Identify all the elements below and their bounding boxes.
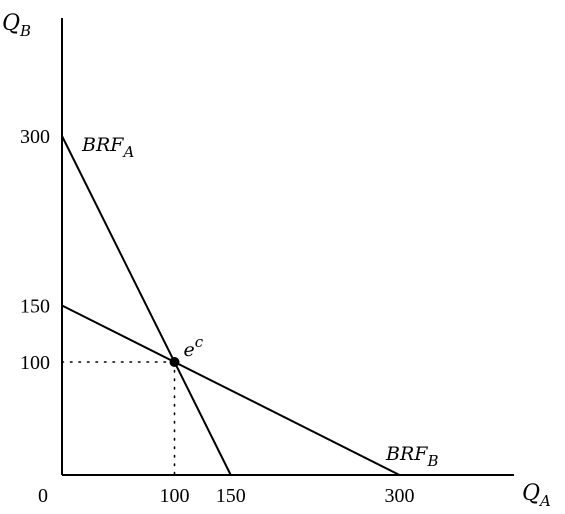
x-axis-label: QA xyxy=(522,481,551,510)
equilibrium-label: ec xyxy=(184,333,204,361)
y-tick-label: 150 xyxy=(20,296,50,318)
tick-labels: 100 150 300 300 150 100 xyxy=(20,126,415,507)
guide-lines xyxy=(61,361,176,476)
x-tick-label: 150 xyxy=(216,485,246,507)
series-line-b xyxy=(61,304,400,476)
series-lines xyxy=(61,135,400,476)
y-tick-label: 300 xyxy=(20,126,50,148)
series-label-brf-a: BRFA xyxy=(81,134,134,161)
x-tick-label: 100 xyxy=(160,485,190,507)
y-tick-label: 100 xyxy=(20,352,50,374)
y-axis-label: QB xyxy=(2,11,31,40)
origin-label: 0 xyxy=(38,485,48,507)
x-tick-label: 300 xyxy=(385,485,415,507)
equilibrium-point xyxy=(169,357,180,367)
series-label-brf-b: BRFB xyxy=(385,443,438,470)
series-line-a xyxy=(61,135,232,476)
